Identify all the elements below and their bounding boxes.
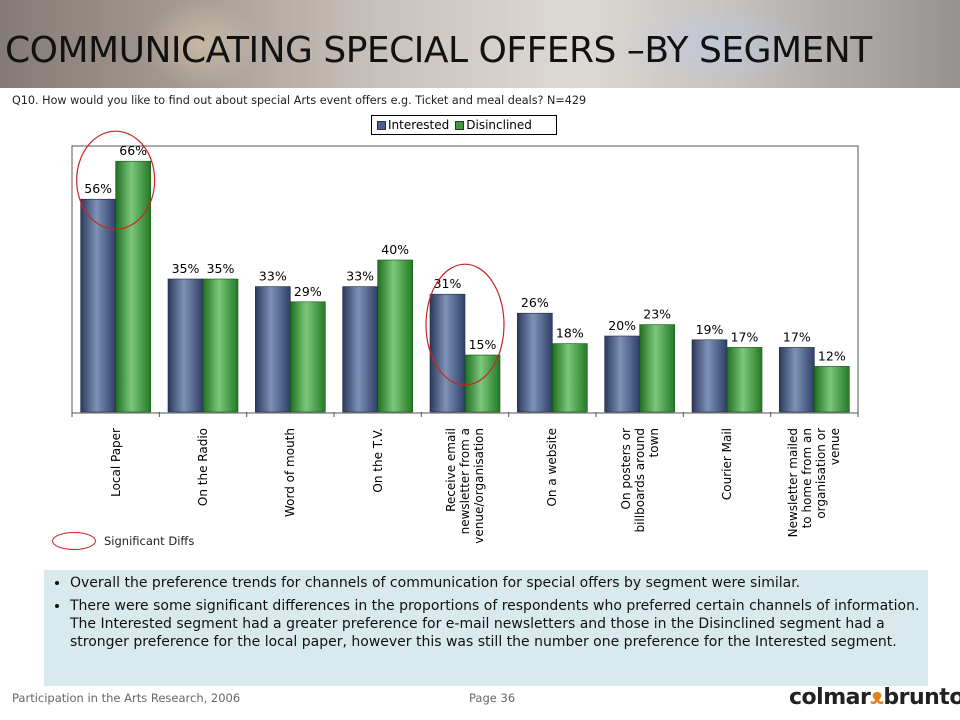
data-label: 26% — [521, 295, 549, 310]
category-label: Courier Mail — [720, 428, 734, 501]
finding-item: Overall the preference trends for channe… — [70, 574, 920, 592]
data-label: 15% — [469, 337, 497, 352]
page-title: COMMUNICATING SPECIAL OFFERS –BY SEGMENT — [5, 30, 872, 71]
bar-interested-8 — [779, 347, 815, 413]
banner-screen — [620, 5, 820, 85]
data-label: 33% — [259, 269, 287, 284]
bar-disinclined-8 — [814, 366, 850, 413]
bar-interested-2 — [255, 286, 291, 413]
category-label: Newsletter mailed to home from an organi… — [786, 428, 843, 538]
bar-interested-0 — [80, 198, 116, 413]
data-label: 20% — [608, 318, 636, 333]
data-label: 40% — [381, 242, 409, 257]
bar-disinclined-3 — [377, 259, 413, 413]
bar-disinclined-7 — [726, 347, 763, 413]
category-label: On posters or billboards around town — [618, 428, 661, 533]
bar-disinclined-6 — [639, 324, 675, 413]
legend-swatch-disinclined — [455, 120, 465, 130]
data-label: 35% — [207, 261, 235, 276]
data-label: 56% — [84, 181, 112, 196]
legend-label-disinclined: Disinclined — [466, 118, 532, 132]
data-label: 23% — [643, 307, 671, 322]
data-label: 29% — [294, 284, 322, 299]
category-label: On the Radio — [196, 428, 210, 507]
logo-figure-icon: ᴥ — [870, 685, 884, 710]
findings-box: Overall the preference trends for channe… — [44, 570, 928, 686]
bar-interested-6 — [604, 335, 640, 413]
significance-ring — [76, 130, 156, 230]
category-label: Receive email newsletter from a venue/or… — [444, 428, 486, 544]
bar-interested-7 — [691, 339, 728, 413]
category-label: On a website — [545, 428, 560, 507]
logo-text-colmar: colmar — [789, 685, 871, 710]
data-label: 18% — [556, 326, 584, 341]
bar-disinclined-1 — [202, 278, 239, 413]
legend-item-interested: Interested — [377, 118, 449, 132]
category-label: On the T.V. — [370, 428, 385, 493]
data-label: 31% — [434, 276, 462, 291]
data-label: 12% — [818, 348, 846, 363]
data-label: 17% — [731, 329, 759, 344]
banner-wash — [0, 0, 960, 88]
bar-interested-4 — [429, 293, 466, 413]
bar-disinclined-2 — [290, 301, 326, 413]
survey-question: Q10. How would you like to find out abou… — [12, 94, 587, 107]
bar-interested-3 — [342, 286, 378, 413]
logo-text-brunton: brunton — [883, 685, 960, 710]
bar-chart: 56% 66% 35% 35% 33% 29% 33% 40% 31% 15% 26% 18% 20% 2… — [71, 130, 859, 417]
chart-legend: Interested Disinclined — [371, 115, 557, 135]
bar-disinclined-5 — [552, 343, 588, 413]
significance-label: Significant Diffs — [104, 534, 195, 548]
finding-item: There were some significant differences … — [70, 597, 920, 651]
category-label: Word of mouth — [283, 428, 298, 517]
significance-ring-icon — [52, 532, 96, 550]
footer-page-number: Page 36 — [469, 691, 516, 705]
data-label: 66% — [119, 143, 147, 158]
bar-interested-5 — [517, 312, 553, 413]
banner-light — [140, 0, 260, 88]
legend-label-interested: Interested — [388, 118, 450, 132]
footer-source: Participation in the Arts Research, 2006 — [12, 691, 241, 705]
bar-disinclined-0 — [115, 160, 151, 413]
data-label: 35% — [172, 261, 200, 276]
legend-item-disinclined: Disinclined — [455, 118, 532, 132]
significance-legend: Significant Diffs — [52, 531, 194, 551]
header-banner — [0, 0, 960, 88]
colmar-brunton-logo: colmarᴥbrunton — [789, 684, 960, 710]
data-label: 17% — [783, 329, 811, 344]
legend-swatch-interested — [377, 120, 386, 130]
bar-interested-1 — [167, 278, 204, 413]
significance-ring — [425, 263, 505, 386]
data-label: 19% — [696, 322, 724, 337]
data-label: 33% — [346, 269, 374, 284]
